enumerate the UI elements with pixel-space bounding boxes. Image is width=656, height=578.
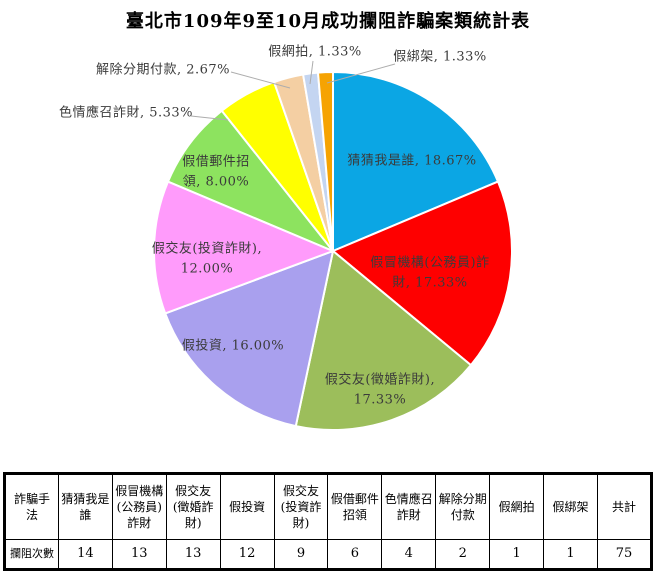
table-header-cell: 猜猜我是誰	[57, 473, 113, 540]
table-data-cell: 14	[57, 539, 113, 570]
table-data-cell: 6	[327, 539, 383, 570]
table-data-row: 攔阻次數 14 13 13 12 9 6 4 2 1 1 75	[4, 539, 653, 570]
pie-slice-5	[167, 109, 334, 252]
table-data-cell: 13	[165, 539, 221, 570]
table-header-cell: 假交友(徵婚詐財)	[165, 473, 221, 540]
pie-slice-1	[332, 180, 513, 367]
table-data-cell: 4	[381, 539, 437, 570]
table-header-cell: 假網拍	[489, 473, 545, 540]
page-title: 臺北市109年9至10月成功攔阻詐騙案類統計表	[125, 11, 531, 32]
table-header-cell: 假投資	[219, 473, 275, 540]
table-corner-header: 詐騙手法	[4, 473, 59, 540]
pie-slice-2	[294, 250, 472, 431]
table-header-cell: 共計	[596, 473, 653, 540]
table-header-cell: 解除分期付款	[435, 473, 491, 540]
table-data-cell: 12	[219, 539, 275, 570]
label-leader-line	[190, 115, 229, 121]
pie-slice-4	[152, 180, 334, 315]
table-header-cell: 假交友(投資詐財)	[273, 473, 329, 540]
table-header-cell: 假綁架	[543, 473, 598, 540]
table-row-header: 攔阻次數	[4, 539, 59, 570]
table-header-cell: 假借郵件招領	[327, 473, 383, 540]
label-leader-line	[326, 63, 396, 84]
label-leader-line	[309, 60, 314, 85]
pie-slice-0	[332, 71, 499, 252]
table-header-cell: 色情應召詐財	[381, 473, 437, 540]
table-data-cell: 2	[435, 539, 491, 570]
label-leader-line	[230, 71, 291, 89]
pie-slice-3	[164, 250, 334, 428]
table-header-row: 詐騙手法 猜猜我是誰 假冒機構(公務員)詐財 假交友(徵婚詐財) 假投資 假交友(投資詐…	[4, 473, 653, 540]
table-header-cell: 假冒機構(公務員)詐財	[111, 473, 167, 540]
table-data-cell: 9	[273, 539, 329, 570]
pie-slice-9	[317, 70, 334, 252]
pie-chart	[152, 60, 513, 431]
stats-table: 詐騙手法 猜猜我是誰 假冒機構(公務員)詐財 假交友(徵婚詐財) 假投資 假交友(投資詐…	[3, 472, 653, 571]
table-data-cell: 1	[489, 539, 545, 570]
table-data-cell: 13	[111, 539, 167, 570]
table-data-cell: 1	[543, 539, 598, 570]
table-data-cell: 75	[596, 539, 653, 570]
